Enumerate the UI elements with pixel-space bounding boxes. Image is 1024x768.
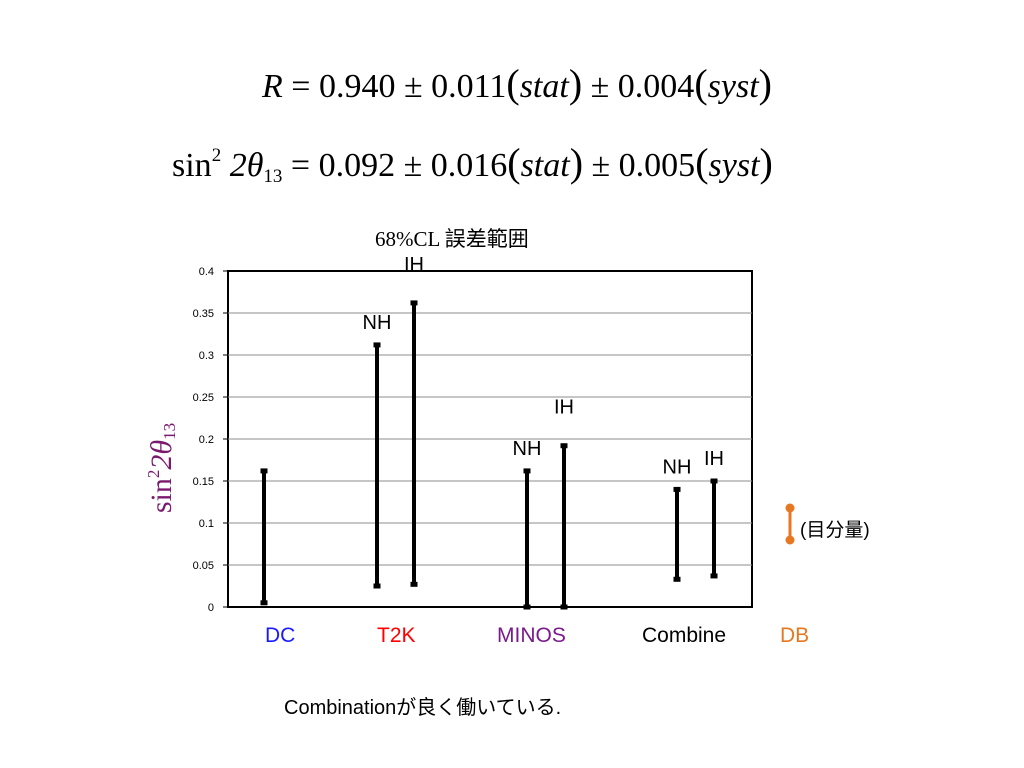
error-bar-cap-top (560, 443, 568, 449)
theta-symbol: 2θ (229, 147, 264, 184)
y-tick-label: 0.05 (193, 560, 214, 572)
y-tick-label: 0.1 (199, 518, 214, 530)
category-label-db: DB (780, 624, 810, 647)
error-bar-cap-top (260, 468, 268, 474)
y-tick-label: 0 (208, 602, 214, 614)
bars-layer: NH IH NH IH NH IH (260, 254, 724, 610)
error-bar-cap-bottom (560, 604, 568, 610)
error-bar-cap-top (710, 478, 718, 484)
y-tick-label: 0.15 (193, 476, 214, 488)
sin-superscript: 2 (211, 145, 222, 166)
sin2theta-equation: sin2 2θ13 = 0.092 ± 0.016(stat) ± 0.005(… (172, 140, 773, 187)
r-syst-value: ± 0.004 (590, 68, 695, 105)
r-value: = 0.940 ± 0.011 (291, 68, 507, 105)
error-bar-cap-top (373, 342, 381, 348)
error-bar-cap-top (410, 300, 418, 306)
error-bar-cap-bottom (410, 581, 418, 587)
footer-note: Combinationが良く働いている. (284, 697, 562, 719)
r-stat-label: stat (519, 68, 569, 105)
legend-dot-bottom (785, 535, 795, 545)
r-equation: R = 0.940 ± 0.011(stat) ± 0.004(syst) (262, 61, 772, 106)
y-tick-label: 0.35 (193, 308, 214, 320)
legend-label: (目分量) (800, 520, 870, 541)
error-bar-cap-bottom (260, 600, 268, 606)
grid-layer: 0 0.05 0.1 0.15 0.2 0.25 0.3 0.35 0.4 (193, 266, 753, 614)
error-bar-cap-bottom (373, 583, 381, 589)
y-tick-label: 0.3 (199, 350, 214, 362)
r-syst-label: syst (707, 68, 759, 105)
category-label-t2k: T2K (377, 624, 416, 647)
y-tick-label: 0.25 (193, 392, 214, 404)
error-bar-cap-bottom (710, 573, 718, 579)
sin-symbol: sin (172, 147, 212, 184)
bar-label-ih: IH (554, 397, 574, 419)
error-bar-cap-top (523, 468, 531, 474)
chart-title: 68%CL 誤差範囲 (375, 227, 529, 251)
error-bar-cap-bottom (673, 576, 681, 582)
theta-subscript: 13 (263, 166, 283, 187)
y-tick-label: 0.2 (199, 434, 214, 446)
error-bar-cap-bottom (523, 604, 531, 610)
category-label-minos: MINOS (497, 624, 566, 647)
sin-stat-label: stat (520, 147, 570, 184)
bar-label-nh: NH (513, 438, 542, 460)
sin-syst-label: syst (708, 147, 760, 184)
bar-label-nh: NH (663, 456, 692, 478)
r-symbol: R (262, 68, 283, 105)
legend-marker (785, 503, 795, 545)
sin-syst-value: ± 0.005 (591, 147, 696, 184)
sin2theta-value: = 0.092 ± 0.016 (290, 147, 508, 184)
category-label-combine: Combine (642, 624, 727, 647)
bar-label-ih: IH (704, 448, 724, 470)
bar-label-ih: IH (404, 254, 424, 276)
error-bar-cap-top (673, 486, 681, 492)
bar-label-nh: NH (363, 312, 392, 334)
y-tick-label: 0.4 (199, 266, 214, 278)
category-label-dc: DC (265, 624, 296, 647)
legend-dot-top (785, 503, 795, 513)
